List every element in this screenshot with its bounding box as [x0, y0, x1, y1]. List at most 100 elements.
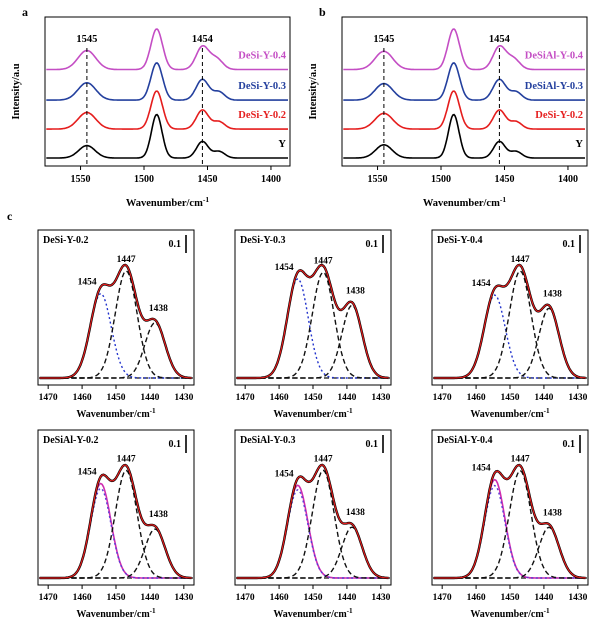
guide-label: 1545 [76, 34, 97, 45]
scale-bar-label: 0.1 [563, 239, 576, 250]
x-tick-label: 1460 [270, 393, 289, 403]
component-peak-pdot [433, 484, 586, 579]
subplot-chart: 1470 1460 1450 1440 1430 Wavenumber/cm-1 DeSiA… [234, 429, 392, 620]
x-axis-label: Wavenumber/cm-1 [423, 195, 507, 209]
peak-annotation: 1438 [149, 304, 168, 314]
x-tick-label: 1500 [431, 174, 451, 185]
component-peak-1447 [236, 469, 389, 579]
x-tick-label: 1440 [337, 393, 356, 403]
fit-curve [39, 464, 192, 579]
curve-label: DeSiAl-Y-0.3 [525, 81, 583, 92]
component-peak-pdot [236, 488, 389, 579]
peak-annotation: 1454 [275, 263, 294, 273]
fit-curve [433, 264, 586, 379]
fit-curve [433, 464, 586, 579]
subplot-chart: 1470 1460 1450 1440 1430 Wavenumber/cm-1 DeSiA… [37, 429, 195, 620]
x-tick-label: 1460 [467, 393, 486, 403]
component-peak-1454 [236, 278, 389, 379]
component-peak-1438 [39, 322, 192, 379]
scale-bar-label: 0.1 [169, 239, 182, 250]
x-tick-label: 1460 [270, 593, 289, 603]
curve-DeSi-Y-0.3 [46, 62, 288, 101]
x-tick-label: 1400 [558, 174, 578, 185]
component-peak-pdot [39, 487, 192, 579]
subplot-DeSi-Y-0.3: 1470 1460 1450 1440 1430 Wavenumber/cm-1 DeSi-… [205, 222, 398, 422]
x-tick-label: 1440 [534, 393, 553, 403]
x-tick-label: 1450 [501, 393, 520, 403]
x-tick-label: 1450 [494, 174, 514, 185]
x-tick-label: 1460 [73, 393, 92, 403]
x-axis-label: Wavenumber/cm-1 [126, 195, 210, 209]
experimental-curve [433, 463, 586, 580]
panel-b: b 1550 1500 1450 1400 Wavenumber/cm-1 Intensit… [305, 2, 595, 212]
scale-bar-label: 0.1 [563, 439, 576, 450]
component-peak-1454 [236, 484, 389, 579]
component-peak-1438 [433, 307, 586, 379]
guide-label: 1545 [373, 34, 394, 45]
peak-annotation: 1438 [149, 510, 168, 520]
curve-label: Y [575, 139, 583, 150]
curve-Y [46, 113, 288, 159]
panel-b-chart: b 1550 1500 1450 1400 Wavenumber/cm-1 Intensit… [308, 5, 588, 209]
x-axis-label: Wavenumber/cm-1 [470, 607, 550, 620]
subplot-DeSiAl-Y-0.4: 1470 1460 1450 1440 1430 Wavenumber/cm-1 DeSiA… [402, 422, 595, 622]
x-tick-label: 1450 [304, 393, 323, 403]
experimental-curve [236, 463, 389, 580]
peak-annotation: 1454 [78, 467, 97, 477]
experimental-curve [236, 263, 389, 380]
component-peak-1447 [39, 469, 192, 579]
x-tick-label: 1430 [371, 593, 390, 603]
peak-annotation: 1438 [543, 508, 562, 518]
plot-frame [341, 16, 588, 167]
fit-curve [236, 264, 389, 379]
component-peak-1454 [39, 292, 192, 379]
subplot-title: DeSi-Y-0.4 [437, 235, 482, 246]
peak-annotation: 1447 [511, 255, 530, 265]
component-peak-1454 [433, 478, 586, 579]
scale-bar-label: 0.1 [169, 439, 182, 450]
subplot-chart: 1470 1460 1450 1440 1430 Wavenumber/cm-1 DeSiA… [431, 429, 589, 620]
x-tick-label: 1440 [337, 593, 356, 603]
x-tick-label: 1440 [140, 593, 159, 603]
subplot-title: DeSiAl-Y-0.2 [43, 435, 98, 446]
panel-a-chart: a 1550 1500 1450 1400 Wavenumber/cm-1 Intensit… [11, 5, 291, 209]
peak-annotation: 1454 [472, 464, 491, 474]
subplot-title: DeSi-Y-0.2 [43, 235, 88, 246]
experimental-curve [39, 263, 192, 380]
panel-a: a 1550 1500 1450 1400 Wavenumber/cm-1 Intensit… [8, 2, 298, 212]
component-peak-1438 [39, 528, 192, 579]
x-tick-label: 1440 [140, 393, 159, 403]
curve-label: DeSi-Y-0.2 [535, 110, 583, 121]
x-tick-label: 1430 [568, 593, 587, 603]
y-axis-label: Intensity/a.u [308, 63, 319, 119]
fit-curve [236, 464, 389, 579]
x-tick-label: 1440 [534, 593, 553, 603]
x-tick-label: 1470 [433, 393, 452, 403]
curve-label: DeSi-Y-0.3 [238, 81, 286, 92]
subplot-DeSi-Y-0.4: 1470 1460 1450 1440 1430 Wavenumber/cm-1 DeSi-… [402, 222, 595, 422]
curve-label: DeSiAl-Y-0.4 [525, 51, 584, 62]
x-tick-label: 1550 [71, 174, 91, 185]
x-axis-label: Wavenumber/cm-1 [76, 407, 156, 420]
peak-annotation: 1447 [511, 455, 530, 465]
subplot-chart: 1470 1460 1450 1440 1430 Wavenumber/cm-1 DeSi-… [431, 229, 589, 420]
subplot-title: DeSi-Y-0.3 [240, 235, 285, 246]
subplot-DeSi-Y-0.2: 1470 1460 1450 1440 1430 Wavenumber/cm-1 DeSi-… [8, 222, 201, 422]
x-tick-label: 1460 [73, 593, 92, 603]
peak-annotation: 1454 [472, 279, 491, 289]
component-peak-1438 [433, 526, 586, 579]
x-axis-label: Wavenumber/cm-1 [273, 407, 353, 420]
peak-annotation: 1438 [346, 286, 365, 296]
peak-annotation: 1454 [78, 278, 97, 288]
x-tick-label: 1400 [261, 174, 281, 185]
x-axis-label: Wavenumber/cm-1 [273, 607, 353, 620]
peak-annotation: 1447 [117, 454, 136, 464]
plot-frame [44, 16, 291, 167]
x-tick-label: 1430 [371, 393, 390, 403]
curve-label: DeSi-Y-0.2 [238, 110, 286, 121]
y-axis-label: Intensity/a.u [11, 63, 22, 119]
x-tick-label: 1500 [134, 174, 154, 185]
scale-bar-label: 0.1 [366, 239, 379, 250]
x-tick-label: 1470 [39, 593, 58, 603]
